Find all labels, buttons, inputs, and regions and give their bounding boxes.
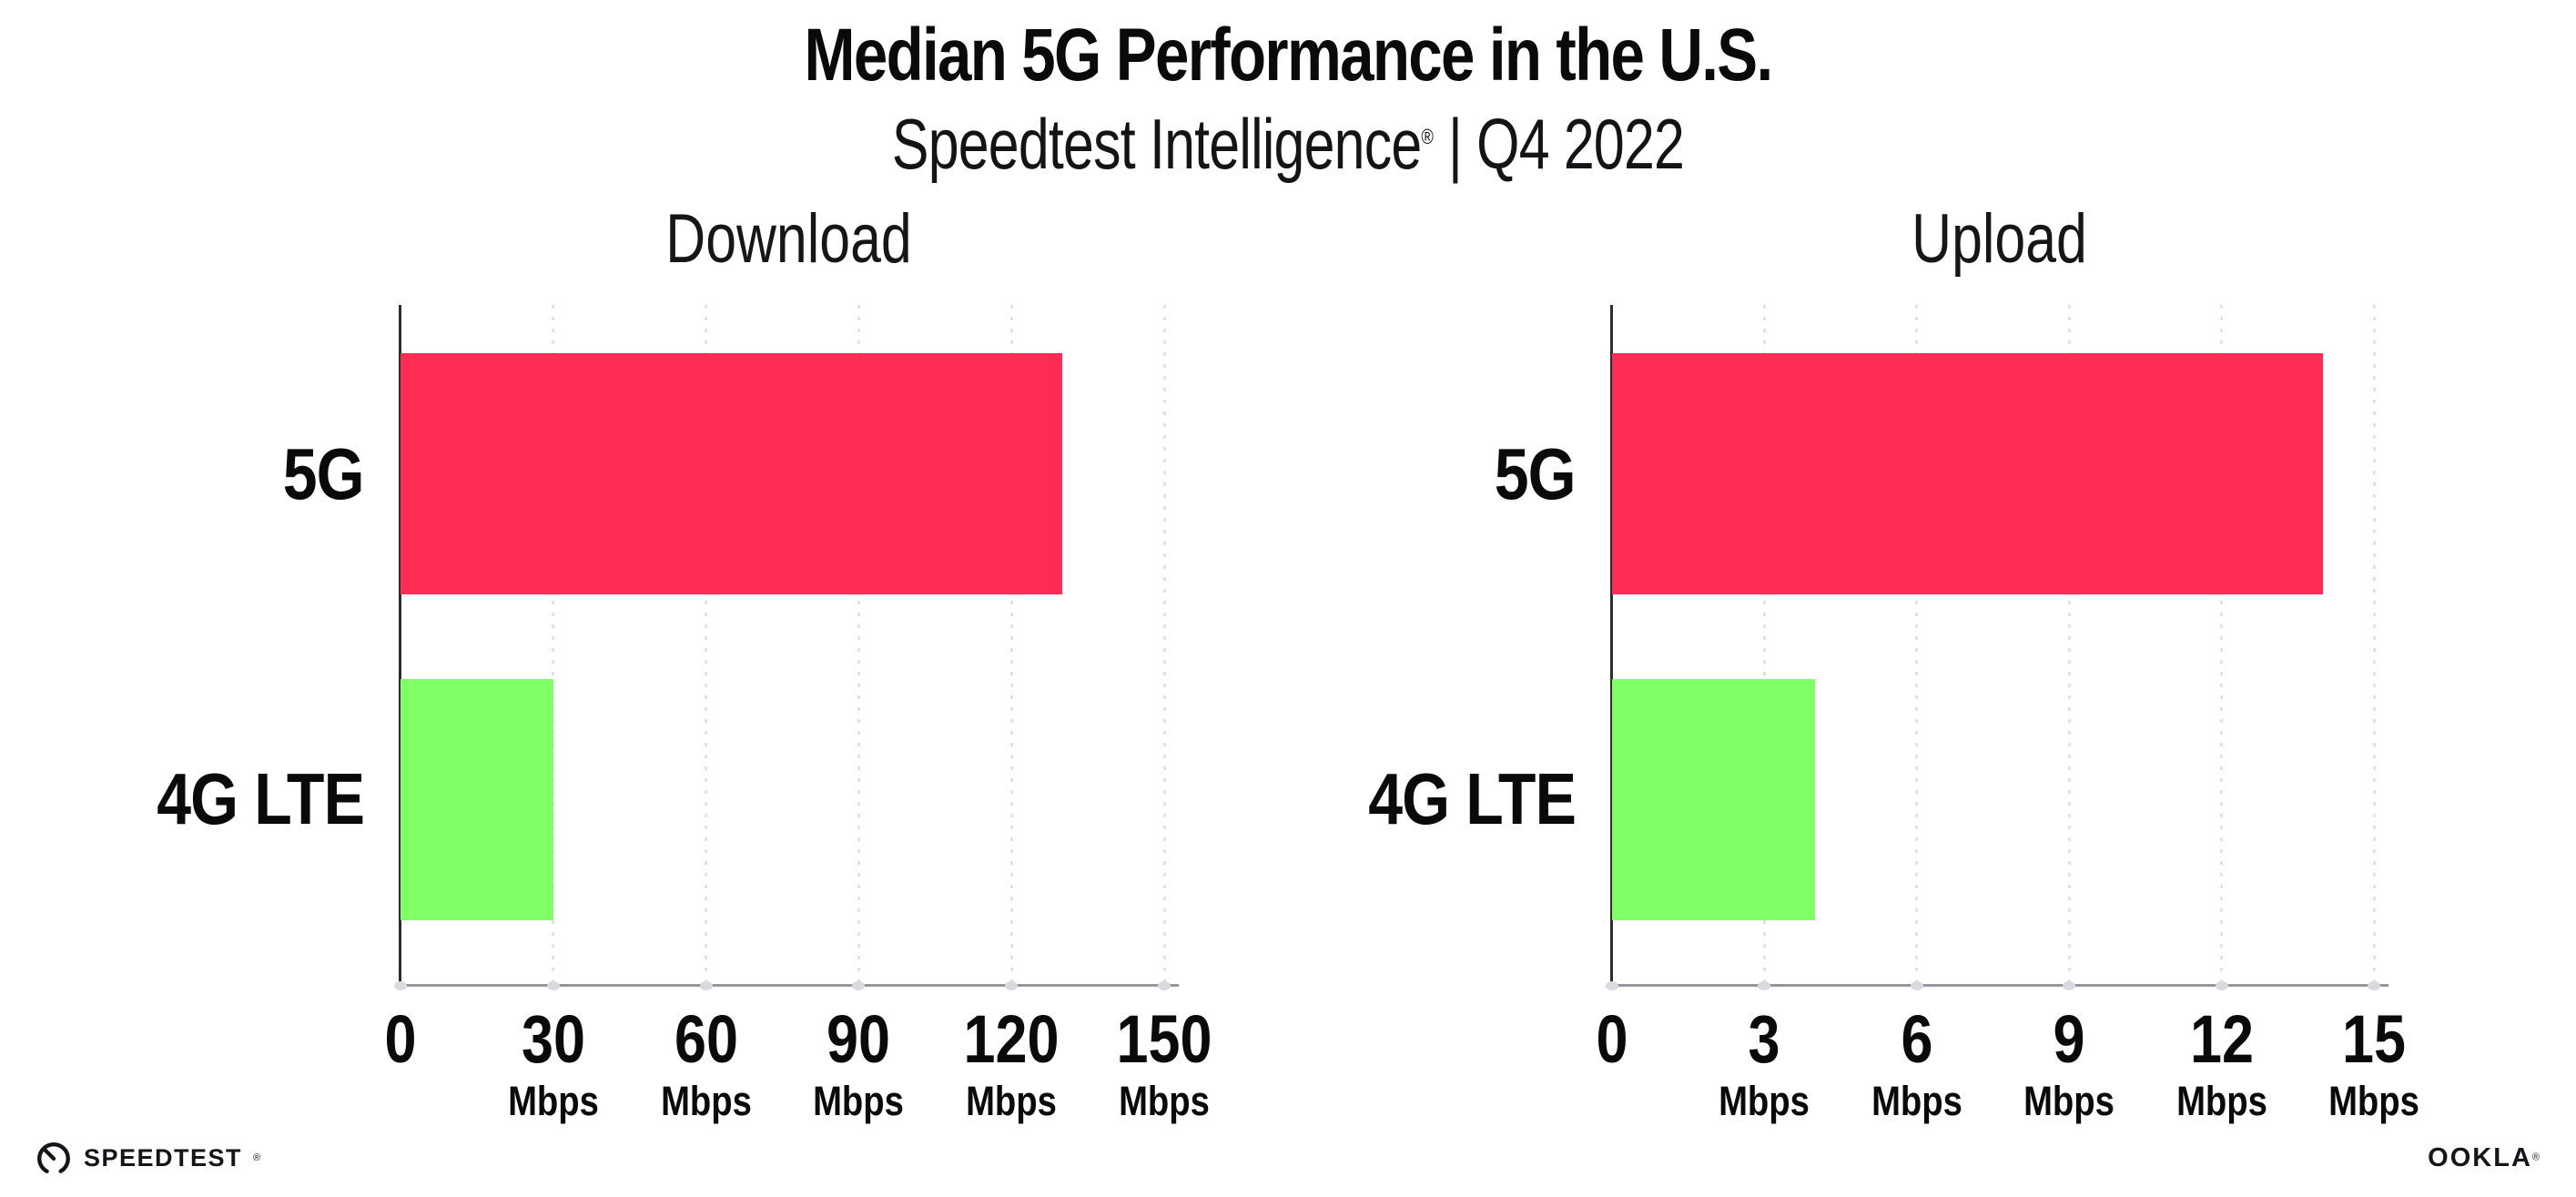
ookla-registered-icon: ® [2531,1151,2540,1163]
gridline-9 [2067,305,2071,985]
download-x-axis-line [399,984,1179,987]
axis-tick-dot-9 [2063,981,2076,990]
page-title: Median 5G Performance in the U.S. [804,14,1773,96]
x-tick-label-0: 0 [1596,1001,1628,1077]
x-tick-label-90: 90 [827,1001,891,1077]
axis-tick-dot-0 [394,981,407,990]
speedtest-logo: SPEEDTEST ® [35,1139,260,1177]
ookla-wordmark: OOKLA [2428,1143,2532,1172]
subtitle-period: Q4 2022 [1476,104,1685,184]
x-tick-label-9: 9 [2053,1001,2085,1077]
x-tick-label-120: 120 [963,1001,1060,1077]
speedtest-registered-icon: ® [253,1152,261,1163]
x-tick-unit-6: Mbps [1871,1078,1962,1124]
x-tick-unit-30: Mbps [507,1078,599,1124]
x-tick-unit-60: Mbps [660,1078,752,1124]
x-tick-label-60: 60 [674,1001,738,1077]
speedtest-gauge-icon [37,1141,70,1175]
registered-trademark-icon: ® [1421,125,1434,148]
x-tick-label-0: 0 [384,1001,417,1077]
x-tick-label-3: 3 [1748,1001,1780,1077]
gridline-120 [1009,305,1013,985]
x-tick-label-30: 30 [521,1001,585,1077]
download-chart-title: Download [665,200,912,278]
x-tick-unit-150: Mbps [1119,1078,1210,1124]
gridline-90 [857,305,860,985]
gridline-3 [1762,305,1766,985]
axis-tick-dot-120 [1005,981,1019,990]
x-tick-label-12: 12 [2189,1001,2254,1077]
category-label-5g: 5G [282,432,365,514]
gridline-30 [552,305,555,985]
subtitle-separator: | [1433,104,1477,184]
gridline-15 [2372,305,2376,985]
gridline-150 [1162,305,1166,985]
x-tick-label-150: 150 [1116,1001,1212,1077]
axis-tick-dot-3 [1758,981,1771,990]
gridline-60 [705,305,708,985]
upload-chart-title: Upload [1912,200,2087,278]
x-tick-unit-3: Mbps [1719,1078,1810,1124]
x-tick-unit-9: Mbps [2023,1078,2115,1124]
upload-y-axis-line [1610,305,1613,986]
speedtest-wordmark: SPEEDTEST [84,1143,243,1172]
ookla-logo: OOKLA® [2428,1143,2540,1173]
download-y-axis-line [399,305,401,986]
bar-4g-lte [401,678,553,921]
axis-tick-dot-6 [1910,981,1923,990]
category-label-5g: 5G [1494,432,1577,514]
gridline-12 [2220,305,2224,985]
x-tick-unit-90: Mbps [813,1078,905,1124]
gridline-6 [1915,305,1919,985]
bar-5g [1612,353,2324,595]
x-tick-unit-12: Mbps [2175,1078,2267,1124]
x-tick-unit-120: Mbps [966,1078,1058,1124]
bar-5g [401,353,1063,595]
axis-tick-dot-0 [1606,981,1618,990]
x-tick-label-6: 6 [1901,1001,1933,1077]
category-label-4g-lte: 4G LTE [157,758,365,840]
upload-x-axis-line [1610,984,2388,987]
axis-tick-dot-60 [699,981,713,990]
subtitle-brand: Speedtest Intelligence [891,104,1422,184]
axis-tick-dot-15 [2368,981,2381,990]
page-subtitle: Speedtest Intelligence® | Q4 2022 [283,107,2292,182]
x-tick-unit-15: Mbps [2328,1078,2419,1124]
upload-chart: Upload 0 3 Mbps 6 Mbps 9 Mbps 12 Mbps 15 Mbps 5G 4G … [1368,205,2419,1122]
axis-tick-dot-30 [546,981,560,990]
x-tick-label-15: 15 [2342,1001,2407,1077]
download-chart: Download 0 30 Mbps 60 Mbps 90 Mbps 120 Mbps 150 Mb… [157,205,1212,1122]
category-label-4g-lte: 4G LTE [1368,758,1577,840]
bar-4g-lte [1612,678,1816,921]
axis-tick-dot-90 [852,981,866,990]
axis-tick-dot-12 [2215,981,2228,990]
axis-tick-dot-150 [1158,981,1171,990]
